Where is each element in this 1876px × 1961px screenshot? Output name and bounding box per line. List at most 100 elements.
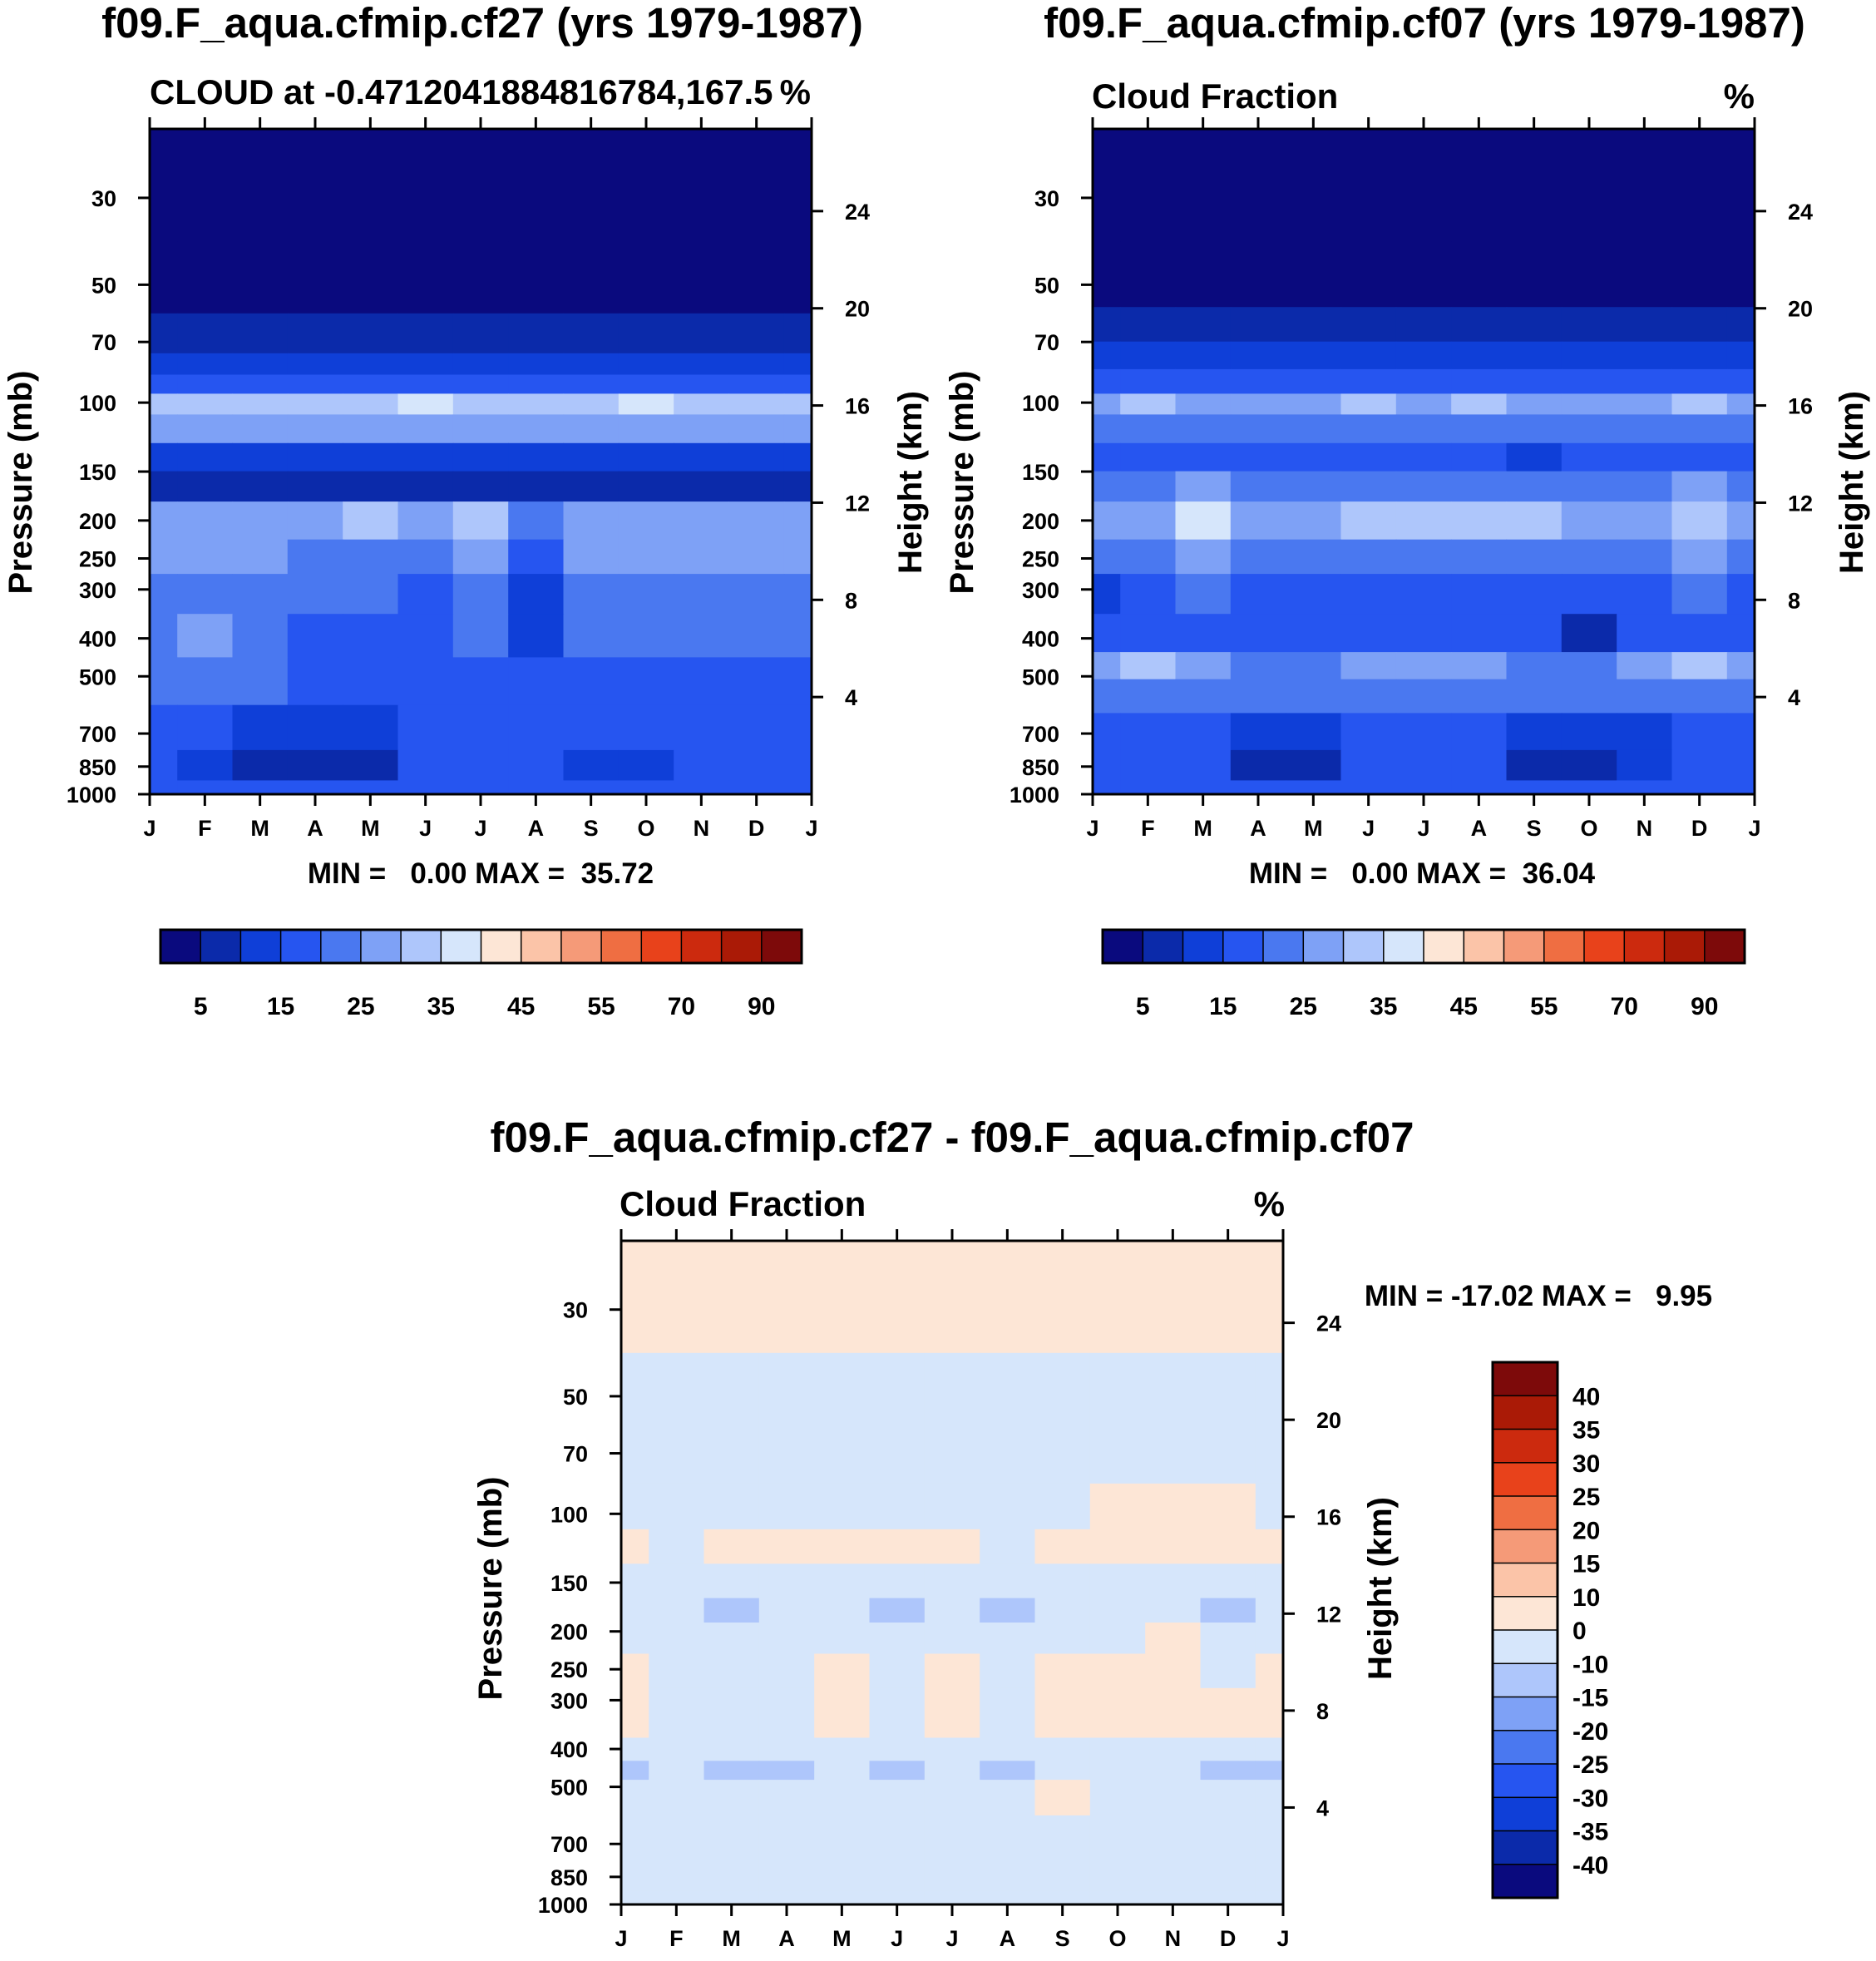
contour-cell [783,129,812,242]
contour-cell [649,1687,705,1714]
contour-cell [1093,679,1121,714]
contour-cell [508,471,565,502]
contour-cell [397,374,454,394]
colorbar-swatch [1704,929,1746,964]
contour-cell [783,749,812,781]
contour-cell [1230,393,1286,416]
contour-cell [1671,713,1728,751]
x-tick-label: M [250,816,269,841]
x-tick-label: N [694,816,710,841]
contour-cell [1451,368,1508,394]
contour-cell [177,353,234,376]
contour-cell [232,129,289,242]
contour-cell [1340,539,1397,575]
contour-cell [1145,1761,1202,1781]
contour-cell [1034,1761,1091,1781]
contour-cell [1200,1713,1256,1738]
y-tick-label: 400 [1022,627,1059,652]
contour-cell [1451,471,1508,502]
contour-cell [1451,393,1508,416]
contour-cell [452,539,509,575]
contour-cell [287,749,343,781]
contour-cell [621,1425,649,1484]
colorbar-label: 30 [1572,1450,1600,1478]
contour-cell [1561,780,1617,795]
contour-cell [177,471,234,502]
contour-cell [1093,442,1121,472]
contour-cell [1617,471,1673,502]
panel-cf27-ylabel-right: Height (km) [892,391,929,574]
contour-cell [1395,341,1452,370]
x-tick-label: F [669,1926,684,1951]
contour-cell [177,414,234,444]
contour-cell [452,353,509,376]
contour-cell [508,539,565,575]
colorbar-swatch [440,929,482,964]
contour-cell [232,539,289,575]
y2-tick-label: 16 [1788,394,1813,419]
contour-cell [563,539,620,575]
contour-cell [758,1483,815,1530]
contour-cell [924,1598,980,1623]
y2-tick-label: 4 [845,685,857,710]
colorbar-swatch [320,929,363,964]
contour-cell [1034,1483,1091,1530]
contour-cell [1726,679,1755,714]
contour-cell [728,471,785,502]
contour-cell [343,442,399,472]
contour-cell [1286,539,1342,575]
contour-cell [869,1623,926,1655]
contour-cell [1093,414,1121,444]
contour-cell [704,1860,760,1891]
contour-cell [1093,780,1121,795]
contour-cell [869,1815,926,1861]
contour-cell [674,129,730,242]
contour-cell [1175,652,1232,680]
contour-cell [728,442,785,472]
contour-cell [924,1425,980,1484]
contour-cell [1395,749,1452,781]
contour-cell [343,129,399,242]
contour-cell [452,374,509,394]
contour-cell [618,471,674,502]
contour-cell [1340,393,1397,416]
y2-tick-label: 4 [1316,1796,1329,1820]
contour-cell [1145,1529,1202,1564]
contour-cell [1726,652,1755,680]
y2-tick-label: 24 [1788,200,1813,225]
contour-cell [1145,1737,1202,1761]
contour-cell [728,704,785,751]
contour-cell [704,1687,760,1714]
contour-cell [758,1352,815,1425]
panel-diff-subtitle: Cloud Fraction [620,1184,866,1223]
contour-cell [150,780,178,795]
contour-cell [1340,241,1397,308]
colorbar-label: 5 [1136,993,1150,1020]
contour-cell [869,1425,926,1484]
contour-cell [150,614,178,658]
contour-cell [980,1780,1036,1816]
contour-cell [1561,713,1617,751]
y-tick-label: 1000 [1010,783,1059,808]
contour-cell [674,241,730,314]
contour-cell [232,414,289,444]
contour-cell [814,1761,871,1781]
contour-cell [1230,241,1286,308]
contour-cell [1506,414,1563,444]
colorbar-swatch [1383,929,1425,964]
contour-cell [1451,614,1508,653]
contour-cell [343,704,399,751]
contour-cell [621,1563,649,1599]
contour-cell [452,657,509,706]
y-tick-label: 500 [1022,664,1059,689]
contour-cell [1617,129,1673,242]
contour-cell [814,1890,871,1905]
contour-cell [649,1425,705,1484]
panel-diff-colorbar: 40 35 30 25 20 15 10 0 -10 -15 -20 -25 -30 -35 -40 [1491,1361,1608,1899]
colorbar-swatch [400,929,442,964]
x-tick-label: F [198,816,212,841]
colorbar-swatch [1492,1763,1558,1799]
contour-cell [1230,574,1286,615]
contour-cell [1340,780,1397,795]
contour-cell [783,353,812,376]
